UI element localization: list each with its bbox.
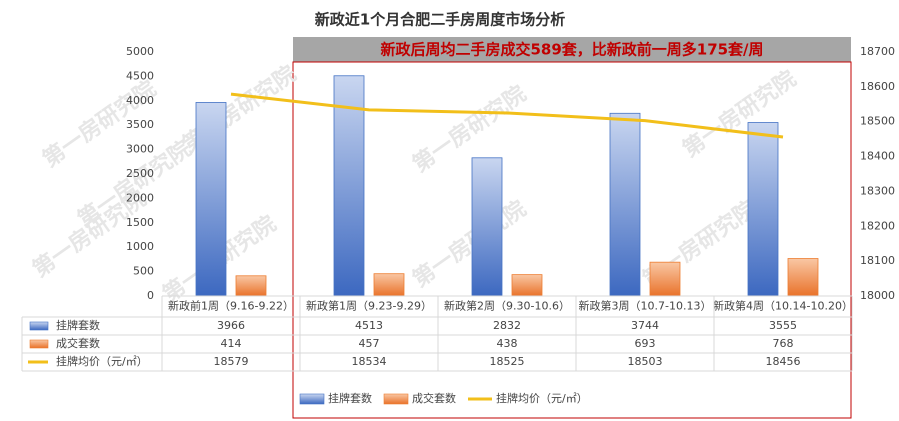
legend-label: 挂牌均价（元/㎡） bbox=[496, 391, 588, 405]
highlight-frame bbox=[292, 61, 852, 419]
bar bbox=[609, 112, 641, 297]
table-value: 18525 bbox=[490, 355, 525, 368]
y-tick-label: 1500 bbox=[126, 216, 154, 229]
table-value: 18503 bbox=[628, 355, 663, 368]
annotation: 新政后周均二手房成交589套，比新政前一周多175套/周 bbox=[380, 41, 763, 59]
table-value: 4513 bbox=[355, 319, 383, 332]
table-value: 457 bbox=[359, 337, 380, 350]
table-value: 768 bbox=[773, 337, 794, 350]
line bbox=[230, 92, 784, 139]
table-value: 414 bbox=[221, 337, 242, 350]
y-tick-label: 4000 bbox=[126, 94, 154, 107]
bar bbox=[787, 258, 819, 297]
table-value: 693 bbox=[635, 337, 656, 350]
bar bbox=[471, 157, 503, 297]
legend-label: 成交套数 bbox=[412, 391, 456, 405]
legend-swatch bbox=[29, 339, 49, 349]
table-value: 438 bbox=[497, 337, 518, 350]
legend-label: 挂牌套数 bbox=[56, 318, 100, 332]
y2-tick-label: 18100 bbox=[860, 254, 895, 267]
y2-tick-label: 18200 bbox=[860, 219, 895, 232]
y-tick-label: 500 bbox=[133, 265, 154, 278]
y2-tick-label: 18600 bbox=[860, 80, 895, 93]
x-tick-label: 新政前1周（9.16-9.22） bbox=[168, 299, 294, 313]
table-value: 3966 bbox=[217, 319, 245, 332]
x-tick-label: 新政第1周（9.23-9.29） bbox=[306, 299, 432, 313]
y-tick-label: 5000 bbox=[126, 45, 154, 58]
table-value: 18456 bbox=[766, 355, 801, 368]
y2-tick-label: 18300 bbox=[860, 184, 895, 197]
watermark: 第一房研究院 bbox=[408, 81, 531, 178]
legend-label: 挂牌套数 bbox=[328, 391, 372, 405]
watermark: 第一房研究院 bbox=[678, 66, 801, 163]
x-tick-label: 新政第3周（10.7-10.13） bbox=[579, 299, 712, 313]
bar bbox=[747, 122, 779, 297]
legend-swatch bbox=[383, 393, 409, 405]
y-tick-label: 2000 bbox=[126, 191, 154, 204]
table-value: 3744 bbox=[631, 319, 659, 332]
y2-tick-label: 18400 bbox=[860, 150, 895, 163]
table-value: 18579 bbox=[214, 355, 249, 368]
annotation-banner bbox=[293, 37, 851, 62]
bar bbox=[511, 274, 543, 297]
bar bbox=[649, 261, 681, 297]
y-tick-label: 3500 bbox=[126, 118, 154, 131]
y-tick-label: 2500 bbox=[126, 167, 154, 180]
x-tick-label: 新政第4周（10.14-10.20） bbox=[713, 299, 853, 313]
legend-label: 成交套数 bbox=[56, 336, 100, 350]
y2-tick-label: 18700 bbox=[860, 45, 895, 58]
bar bbox=[235, 275, 267, 297]
table-value: 2832 bbox=[493, 319, 521, 332]
legend-label: 挂牌均价（元/㎡） bbox=[56, 354, 148, 368]
bar bbox=[195, 102, 227, 297]
table-value: 3555 bbox=[769, 319, 797, 332]
legend-swatch bbox=[299, 393, 325, 405]
x-tick-label: 新政第2周（9.30-10.6） bbox=[444, 299, 570, 313]
y-tick-label: 4500 bbox=[126, 69, 154, 82]
y2-tick-label: 18500 bbox=[860, 115, 895, 128]
bar bbox=[373, 273, 405, 297]
y-tick-label: 0 bbox=[147, 289, 154, 302]
legend-swatch bbox=[29, 321, 49, 331]
y-tick-label: 3000 bbox=[126, 143, 154, 156]
chart-title: 新政近1个月合肥二手房周度市场分析 bbox=[315, 11, 565, 29]
y-tick-label: 1000 bbox=[126, 240, 154, 253]
table-value: 18534 bbox=[352, 355, 387, 368]
y2-tick-label: 18000 bbox=[860, 289, 895, 302]
